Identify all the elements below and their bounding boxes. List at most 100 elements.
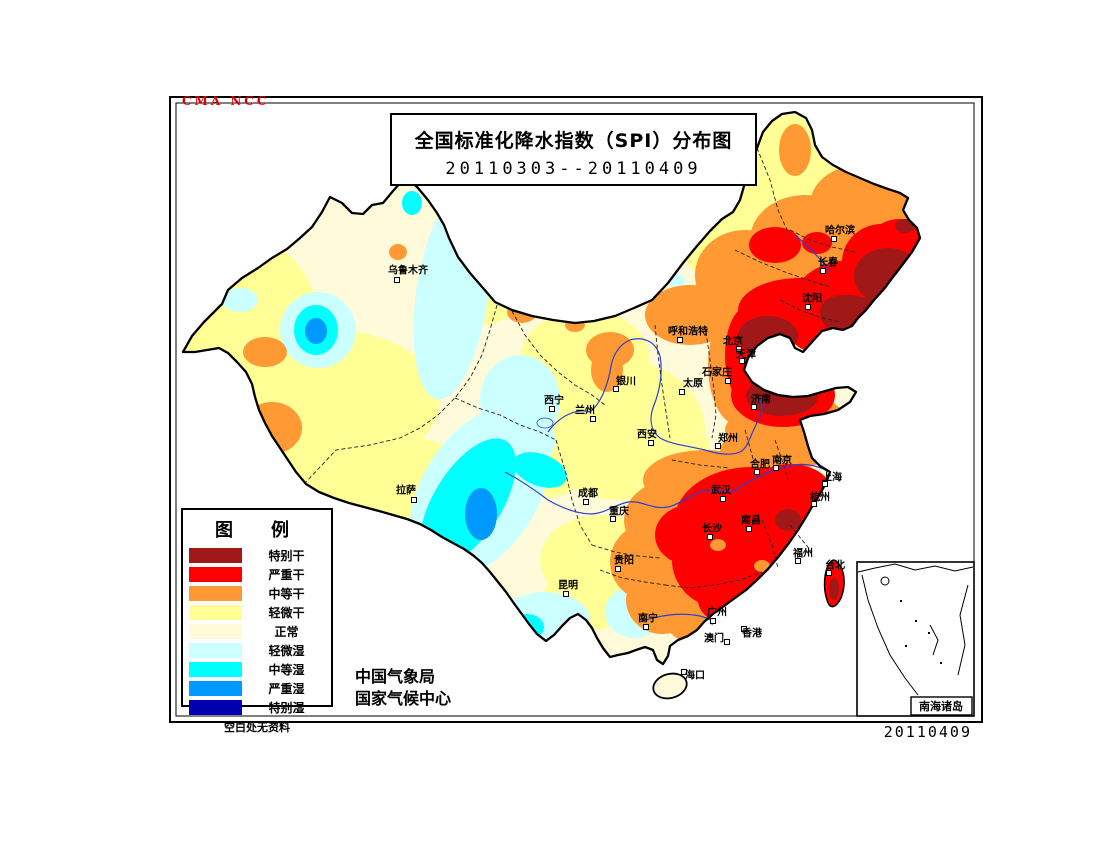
- legend-swatch: [189, 605, 242, 620]
- legend-swatch: [189, 643, 242, 658]
- city-label: 香港: [742, 628, 762, 640]
- city-label: 太原: [683, 378, 703, 390]
- map-title: 全国标准化降水指数（SPI）分布图: [414, 130, 733, 152]
- city-marker: [643, 624, 649, 630]
- hainan-island: [652, 672, 688, 700]
- zone-inner-orange-spots: [710, 539, 770, 572]
- yangtze-river: [504, 463, 831, 515]
- legend-label: 轻微湿: [268, 644, 305, 658]
- city-marker: [648, 440, 654, 446]
- city-marker: [583, 499, 589, 505]
- city-label: 南京: [772, 455, 792, 467]
- yellow-river: [547, 338, 763, 455]
- city-label: 石家庄: [702, 367, 732, 379]
- city-marker: [725, 378, 731, 384]
- city-marker: [610, 516, 616, 522]
- city-label: 西宁: [544, 395, 564, 407]
- legend-note: 空白处无资料: [224, 721, 290, 734]
- city-marker: [724, 639, 730, 645]
- city-marker: [741, 626, 747, 632]
- city-label: 长春: [818, 257, 838, 269]
- attribution: 中国气象局 国家气候中心: [355, 666, 451, 710]
- cma-ncc-watermark: CMA NCC: [182, 94, 270, 108]
- city-label: 南昌: [741, 515, 761, 527]
- city-marker: [826, 570, 832, 576]
- city-label: 澳门: [704, 633, 724, 645]
- city-marker: [754, 469, 760, 475]
- inset-label: 南海诸岛: [919, 699, 963, 713]
- city-marker: [677, 337, 683, 343]
- city-marker: [736, 346, 742, 352]
- legend-swatch: [189, 624, 242, 639]
- city-marker: [822, 481, 828, 487]
- inset-coastlines: [857, 563, 974, 696]
- city-marker: [715, 443, 721, 449]
- city-label: 上海: [822, 472, 842, 484]
- city-marker: [590, 416, 596, 422]
- inset-label-box: [910, 696, 973, 716]
- legend-item: 中等干: [183, 584, 331, 603]
- legend-item: 正常: [183, 622, 331, 641]
- city-label: 西安: [637, 429, 657, 441]
- city-label: 济南: [751, 394, 771, 406]
- legend-label: 正常: [274, 625, 299, 639]
- city-label: 南宁: [638, 613, 658, 625]
- city-marker: [679, 389, 685, 395]
- songhua-river: [794, 234, 831, 273]
- city-marker: [720, 496, 726, 502]
- legend-item: 特别干: [183, 546, 331, 565]
- china-outline: [181, 110, 922, 666]
- city-label: 台北: [825, 560, 845, 572]
- legend-label: 特别干: [268, 549, 305, 563]
- city-marker: [613, 386, 619, 392]
- city-marker: [820, 268, 826, 274]
- city-marker: [831, 236, 837, 242]
- legend-label: 严重湿: [268, 682, 305, 696]
- city-label: 杭州: [810, 492, 830, 504]
- inset-island-dots: [900, 600, 942, 664]
- legend-label: 中等湿: [268, 663, 305, 677]
- legend-label: 特别湿: [268, 701, 305, 715]
- city-label: 广州: [707, 607, 727, 619]
- city-label: 成都: [578, 488, 598, 500]
- city-marker: [811, 501, 817, 507]
- city-label: 重庆: [609, 506, 629, 518]
- legend-label: 中等干: [268, 587, 305, 601]
- city-marker: [563, 591, 569, 597]
- city-marker: [411, 497, 417, 503]
- legend-item: 严重干: [183, 565, 331, 584]
- qinghai-lake: [536, 417, 554, 429]
- legend-swatch: [189, 681, 242, 696]
- legend-label: 轻微干: [268, 606, 305, 620]
- city-label: 银川: [616, 376, 636, 388]
- city-label: 合肥: [750, 459, 770, 471]
- city-label: 郑州: [718, 433, 738, 445]
- legend-swatch: [189, 567, 242, 582]
- city-marker: [710, 618, 716, 624]
- legend-rows: 特别干严重干中等干轻微干正常轻微湿中等湿严重湿特别湿: [183, 546, 331, 717]
- city-marker: [707, 534, 713, 540]
- legend-item: 严重湿: [183, 679, 331, 698]
- city-marker: [549, 406, 555, 412]
- city-label: 呼和浩特: [668, 326, 708, 338]
- city-label: 长沙: [702, 523, 722, 535]
- legend-swatch: [189, 586, 242, 601]
- city-label: 武汉: [711, 485, 731, 497]
- city-label: 海口: [685, 670, 705, 682]
- map-frame: [169, 96, 983, 723]
- city-label: 天津: [736, 349, 756, 361]
- city-label: 福州: [793, 548, 813, 560]
- rivers: [504, 234, 831, 626]
- title-box: 全国标准化降水指数（SPI）分布图 20110303--20110409: [390, 113, 757, 186]
- legend-title: 图 例: [215, 520, 299, 541]
- legend-swatch: [189, 700, 242, 715]
- legend-item: 特别湿: [183, 698, 331, 717]
- city-label: 哈尔滨: [825, 225, 855, 237]
- city-label: 贵阳: [614, 555, 634, 567]
- city-label: 昆明: [558, 580, 578, 592]
- south-china-sea-inset: 南海诸岛: [856, 561, 975, 717]
- legend-swatch: [189, 662, 242, 677]
- legend-item: 轻微湿: [183, 641, 331, 660]
